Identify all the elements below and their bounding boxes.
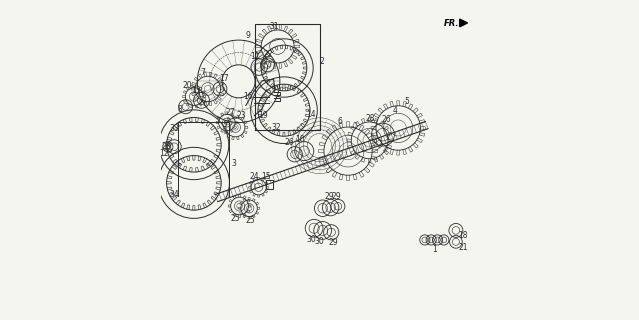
Text: 32: 32 bbox=[271, 123, 281, 132]
Text: 34: 34 bbox=[169, 190, 179, 199]
Text: 12: 12 bbox=[159, 149, 169, 158]
Text: 30: 30 bbox=[314, 237, 325, 246]
Text: 30: 30 bbox=[306, 235, 316, 244]
Text: 3: 3 bbox=[231, 159, 236, 168]
Text: 15: 15 bbox=[261, 172, 270, 181]
Text: 22: 22 bbox=[263, 50, 273, 59]
Text: 29: 29 bbox=[328, 238, 337, 247]
Text: 33: 33 bbox=[169, 124, 179, 133]
Text: 16: 16 bbox=[243, 92, 253, 101]
Text: 14: 14 bbox=[307, 110, 316, 119]
Text: 25: 25 bbox=[231, 214, 240, 223]
Text: 1: 1 bbox=[432, 245, 436, 254]
Text: 6: 6 bbox=[337, 117, 343, 126]
Bar bbox=[266, 180, 273, 189]
Text: 9: 9 bbox=[245, 31, 250, 40]
Text: 21: 21 bbox=[458, 243, 468, 252]
Text: 19: 19 bbox=[258, 111, 268, 120]
Text: 23: 23 bbox=[161, 142, 171, 151]
Text: 5: 5 bbox=[404, 97, 409, 106]
Text: FR.: FR. bbox=[443, 19, 459, 28]
Text: 29: 29 bbox=[325, 192, 334, 201]
Text: 8: 8 bbox=[178, 105, 182, 114]
Text: 28: 28 bbox=[366, 114, 375, 123]
Text: 17: 17 bbox=[220, 74, 229, 83]
Text: 7: 7 bbox=[200, 68, 205, 77]
Text: 27: 27 bbox=[225, 108, 235, 117]
Text: 10: 10 bbox=[296, 135, 305, 144]
Text: 26: 26 bbox=[381, 115, 391, 124]
Text: 11: 11 bbox=[250, 52, 260, 61]
Text: 26: 26 bbox=[285, 138, 295, 148]
Text: 31: 31 bbox=[270, 22, 279, 31]
Text: 13: 13 bbox=[192, 86, 201, 95]
Text: 24: 24 bbox=[250, 172, 259, 181]
Text: 25: 25 bbox=[245, 216, 255, 225]
Text: 2: 2 bbox=[319, 57, 324, 66]
Text: 29: 29 bbox=[332, 192, 341, 201]
Text: 23: 23 bbox=[236, 111, 245, 120]
Text: 20: 20 bbox=[182, 81, 192, 90]
Text: 4: 4 bbox=[392, 106, 397, 115]
Text: 18: 18 bbox=[458, 231, 468, 240]
